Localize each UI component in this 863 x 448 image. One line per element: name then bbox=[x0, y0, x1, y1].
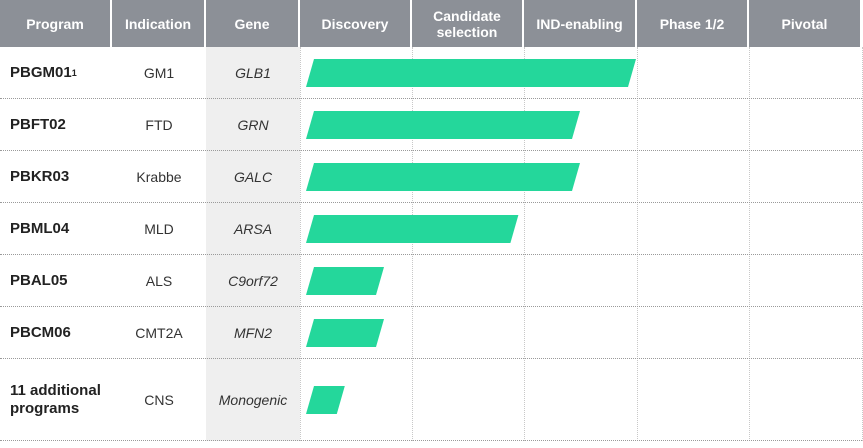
program-name: PBCM06 bbox=[0, 307, 112, 359]
program-label: PBCM06 bbox=[10, 324, 71, 341]
column-header: Discovery bbox=[300, 0, 412, 47]
column-header: Phase 1/2 bbox=[637, 0, 749, 47]
program-label: 11 additional programs bbox=[10, 382, 101, 417]
indication: ALS bbox=[145, 273, 173, 289]
row-divider bbox=[0, 98, 862, 99]
program-name: 11 additional programs bbox=[0, 359, 112, 441]
column-divider bbox=[637, 47, 638, 441]
row-divider bbox=[0, 440, 862, 441]
column-header: Pivotal bbox=[749, 0, 862, 47]
gene: C9orf72 bbox=[228, 273, 278, 289]
program-label: PBAL05 bbox=[10, 272, 68, 289]
gene: Monogenic bbox=[218, 392, 288, 408]
progress-bar bbox=[306, 215, 519, 243]
progress-bar bbox=[306, 163, 580, 191]
program-name: PBGM01 1 bbox=[0, 47, 112, 99]
program-name: PBKR03 bbox=[0, 151, 112, 203]
program-label: PBML04 bbox=[10, 220, 70, 237]
footnote-marker: 1 bbox=[71, 68, 77, 78]
gene: GLB1 bbox=[235, 65, 271, 81]
column-divider bbox=[412, 47, 413, 441]
row-divider bbox=[0, 306, 862, 307]
gene: GRN bbox=[237, 117, 269, 133]
indication: MLD bbox=[144, 221, 174, 237]
progress-bar bbox=[306, 386, 345, 414]
gene-column-bg bbox=[206, 47, 300, 441]
indication: Krabbe bbox=[136, 169, 182, 185]
column-divider bbox=[300, 47, 301, 441]
row-divider bbox=[0, 150, 862, 151]
program-name: PBFT02 bbox=[0, 99, 112, 151]
indication: FTD bbox=[145, 117, 173, 133]
progress-bar bbox=[306, 319, 384, 347]
row-divider bbox=[0, 254, 862, 255]
program-label: PBKR03 bbox=[10, 168, 70, 185]
column-header: Indication bbox=[112, 0, 206, 47]
progress-bar bbox=[306, 111, 580, 139]
column-divider bbox=[524, 47, 525, 441]
row-divider bbox=[0, 358, 862, 359]
indication: CMT2A bbox=[135, 325, 183, 341]
program-name: PBAL05 bbox=[0, 255, 112, 307]
column-header: Program bbox=[0, 0, 112, 47]
progress-bar bbox=[306, 267, 384, 295]
row-divider bbox=[0, 202, 862, 203]
progress-bar bbox=[306, 59, 636, 87]
program-name: PBML04 bbox=[0, 203, 112, 255]
gene: ARSA bbox=[233, 221, 273, 237]
program-label: PBFT02 bbox=[10, 116, 66, 133]
gene: MFN2 bbox=[233, 325, 273, 341]
column-header: Candidate selection bbox=[412, 0, 524, 47]
column-header: Gene bbox=[206, 0, 300, 47]
column-header: IND-enabling bbox=[524, 0, 637, 47]
column-divider bbox=[749, 47, 750, 441]
indication: CNS bbox=[144, 392, 174, 408]
indication: GM1 bbox=[143, 65, 175, 81]
program-label: PBGM01 bbox=[10, 64, 72, 81]
gene: GALC bbox=[233, 169, 273, 185]
